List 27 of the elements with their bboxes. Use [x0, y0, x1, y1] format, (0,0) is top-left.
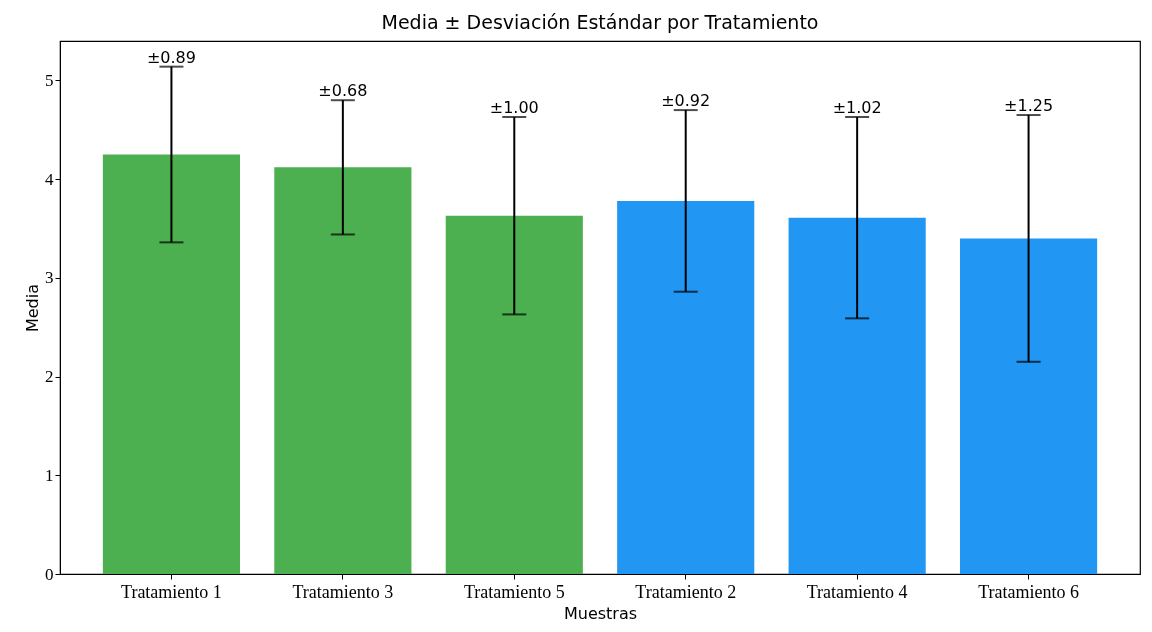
- bar: [617, 200, 755, 574]
- bar: [960, 238, 1098, 574]
- annotation: ±0.89: [146, 47, 196, 67]
- bar: [445, 215, 583, 574]
- bar: [788, 217, 926, 574]
- x-tick-label: Tratamiento 4: [806, 581, 908, 602]
- y-tick-label: 2: [45, 367, 54, 387]
- annotation: ±0.68: [318, 81, 368, 101]
- x-tick-label: Tratamiento 5: [463, 581, 565, 602]
- annotation: ±0.92: [661, 91, 711, 111]
- bar: [102, 154, 240, 574]
- y-tick-label: 4: [45, 169, 54, 189]
- y-tick-label: 3: [45, 268, 54, 288]
- x-tick-label: Tratamiento 1: [121, 581, 222, 602]
- x-tick-label: Tratamiento 3: [292, 581, 394, 602]
- x-axis-title: Muestras: [563, 603, 638, 623]
- annotation: ±1.02: [832, 98, 882, 117]
- x-tick-label: Tratamiento 6: [978, 581, 1079, 602]
- y-tick-label: 5: [45, 70, 54, 90]
- annotation: ±1.00: [489, 98, 539, 117]
- annotation: ±1.25: [1004, 96, 1054, 116]
- chart-title: Media ± Desviación Estándar por Tratamiento: [381, 11, 819, 33]
- bar: [274, 167, 412, 574]
- y-axis-title: Media: [23, 283, 42, 333]
- y-tick-label: 0: [45, 564, 54, 584]
- x-tick-label: Tratamiento 2: [635, 581, 737, 602]
- y-tick-label: 1: [45, 465, 54, 485]
